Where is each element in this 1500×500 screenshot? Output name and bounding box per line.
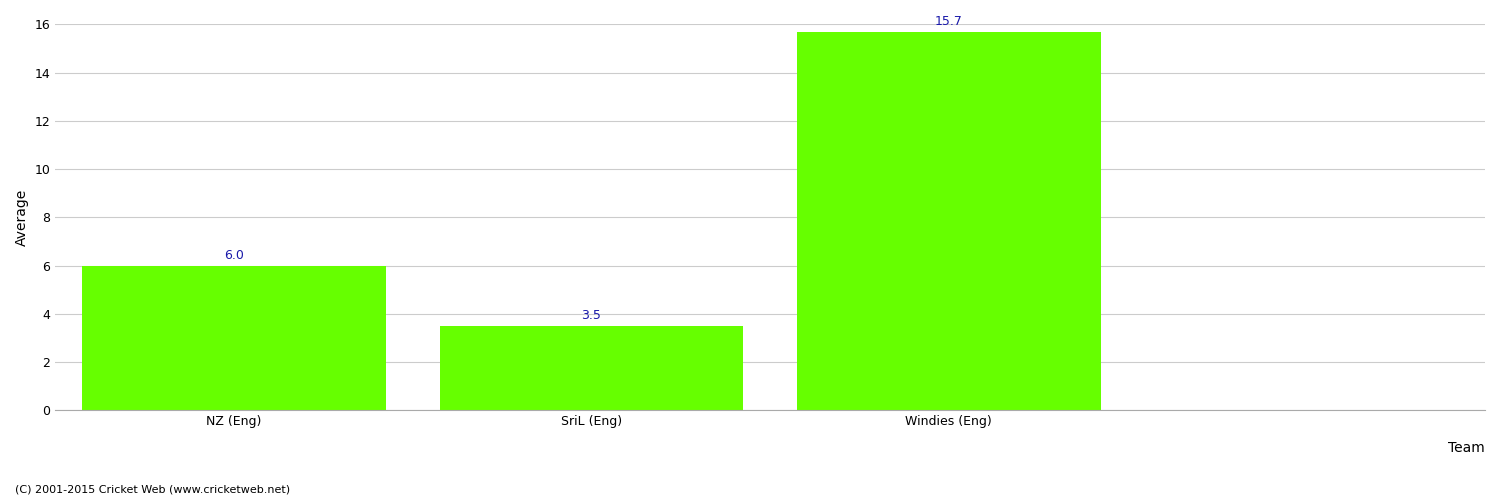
Text: 6.0: 6.0 (224, 249, 245, 262)
Bar (796, 32, 1101, 410)
Text: 15.7: 15.7 (934, 15, 963, 28)
Bar (440, 326, 744, 410)
Bar (82, 266, 386, 410)
Text: (C) 2001-2015 Cricket Web (www.cricketweb.net): (C) 2001-2015 Cricket Web (www.cricketwe… (15, 485, 290, 495)
Y-axis label: Average: Average (15, 188, 28, 246)
Text: 3.5: 3.5 (582, 309, 602, 322)
Text: Team: Team (1448, 441, 1485, 455)
